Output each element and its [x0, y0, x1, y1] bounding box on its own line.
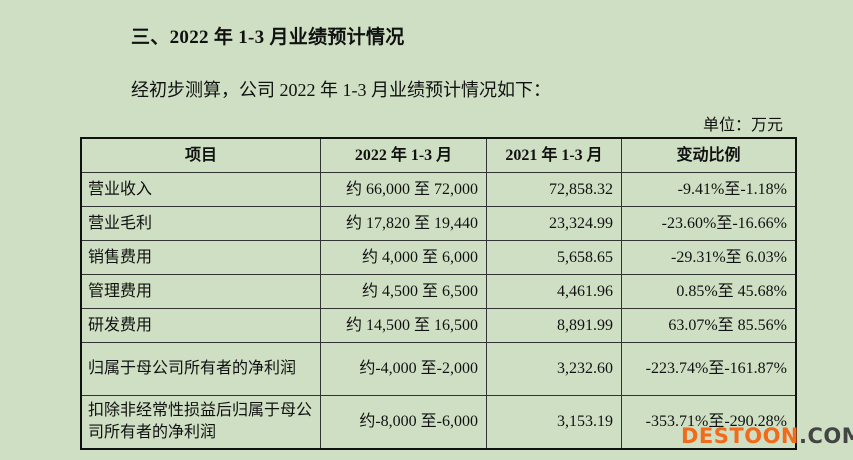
table-row: 归属于母公司所有者的净利润 约-4,000 至-2,000 3,232.60 -… [80, 342, 797, 396]
value-2022: 约 4,000 至 6,000 [320, 240, 487, 275]
change-ratio: -29.31%至 6.03% [621, 240, 797, 275]
value-2022: 约 4,500 至 6,500 [320, 274, 487, 309]
value-2021: 72,858.32 [486, 172, 622, 207]
row-label: 销售费用 [80, 240, 321, 275]
value-2021: 4,461.96 [486, 274, 622, 309]
value-2021: 3,153.19 [486, 395, 622, 450]
intro-paragraph: 经初步测算，公司 2022 年 1-3 月业绩预计情况如下： [131, 80, 551, 100]
table-row: 营业毛利 约 17,820 至 19,440 23,324.99 -23.60%… [80, 206, 797, 241]
change-ratio: -223.74%至-161.87% [621, 342, 797, 396]
table-row: 扣除非经常性损益后归属于母公司所有者的净利润 约-8,000 至-6,000 3… [80, 395, 797, 450]
value-2021: 5,658.65 [486, 240, 622, 275]
change-ratio: 63.07%至 85.56% [621, 308, 797, 343]
table-row: 研发费用 约 14,500 至 16,500 8,891.99 63.07%至 … [80, 308, 797, 343]
row-label: 管理费用 [80, 274, 321, 309]
row-label: 扣除非经常性损益后归属于母公司所有者的净利润 [80, 395, 321, 450]
value-2021: 8,891.99 [486, 308, 622, 343]
value-2022: 约-8,000 至-6,000 [320, 395, 487, 450]
change-ratio: -9.41%至-1.18% [621, 172, 797, 207]
row-label: 营业毛利 [80, 206, 321, 241]
value-2022: 约-4,000 至-2,000 [320, 342, 487, 396]
header-change: 变动比例 [621, 137, 797, 173]
table-header-row: 项目 2022 年 1-3 月 2021 年 1-3 月 变动比例 [80, 137, 797, 173]
table-row: 销售费用 约 4,000 至 6,000 5,658.65 -29.31%至 6… [80, 240, 797, 275]
value-2021: 3,232.60 [486, 342, 622, 396]
value-2021: 23,324.99 [486, 206, 622, 241]
table-row: 营业收入 约 66,000 至 72,000 72,858.32 -9.41%至… [80, 172, 797, 207]
row-label: 营业收入 [80, 172, 321, 207]
row-label: 研发费用 [80, 308, 321, 343]
value-2022: 约 14,500 至 16,500 [320, 308, 487, 343]
watermark-main: DESTOON [681, 424, 800, 448]
change-ratio: -23.60%至-16.66% [621, 206, 797, 241]
table-row: 管理费用 约 4,500 至 6,500 4,461.96 0.85%至 45.… [80, 274, 797, 309]
value-2022: 约 17,820 至 19,440 [320, 206, 487, 241]
watermark-suffix: .COM [799, 424, 853, 448]
watermark-logo: DESTOON.COM [681, 424, 853, 448]
header-2022: 2022 年 1-3 月 [320, 137, 487, 173]
change-ratio: 0.85%至 45.68% [621, 274, 797, 309]
forecast-table: 项目 2022 年 1-3 月 2021 年 1-3 月 变动比例 营业收入 约… [80, 137, 797, 450]
change-ratio: -353.71%至-290.28% [621, 395, 797, 450]
header-item: 项目 [80, 137, 321, 173]
unit-label: 单位：万元 [702, 117, 783, 134]
header-2021: 2021 年 1-3 月 [486, 137, 622, 173]
row-label: 归属于母公司所有者的净利润 [80, 342, 321, 396]
section-heading: 三、2022 年 1-3 月业绩预计情况 [131, 27, 405, 48]
value-2022: 约 66,000 至 72,000 [320, 172, 487, 207]
